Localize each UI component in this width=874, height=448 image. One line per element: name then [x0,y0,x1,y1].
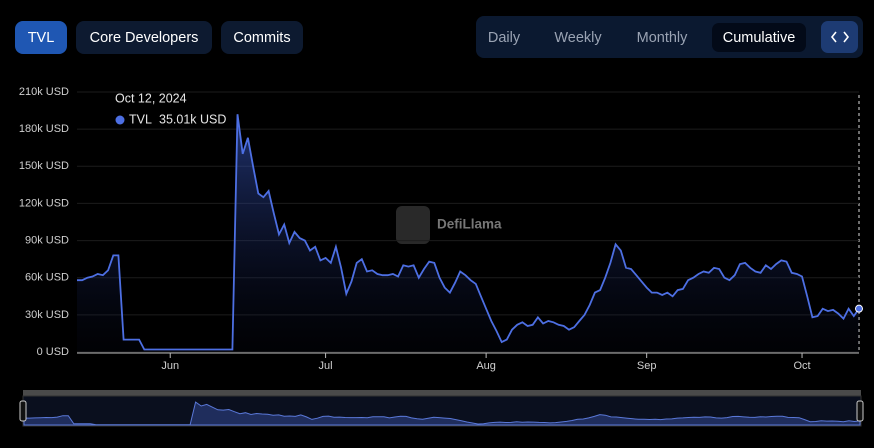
area [77,114,859,352]
period-label[interactable]: Weekly [554,30,602,46]
line [77,114,860,351]
y-tick-label: 150k USD [19,160,69,172]
period-active[interactable] [712,23,806,52]
tab-label[interactable]: Commits [233,30,290,46]
tab-button[interactable] [221,21,303,54]
period-label[interactable]: Daily [488,30,521,46]
period-label[interactable]: Cumulative [723,30,796,46]
y-tick-label: 0 USD [37,346,69,358]
navigator-scrollbar[interactable] [23,390,861,396]
y-tick-label: 30k USD [25,309,69,321]
navigator-handle[interactable] [19,400,27,422]
tooltip-title: Oct 12, 2024 [115,91,187,105]
y-tick-label: 90k USD [25,234,69,246]
watermark-logo [396,206,430,244]
hover-point [855,304,863,313]
tooltip-value: 35.01k USD [159,112,226,126]
tab-label[interactable]: Core Developers [90,30,199,46]
tooltip-dot [115,115,125,125]
y-tick-label: 120k USD [19,197,69,209]
embed-button[interactable] [821,21,858,53]
navigator-handle[interactable] [856,400,864,422]
y-tick-label: 60k USD [25,272,69,284]
embed-icon [830,31,850,43]
period-label[interactable]: Monthly [637,30,689,46]
x-tick-label: Oct [793,360,810,372]
y-tick-label: 180k USD [19,123,69,135]
navigator-area [23,401,861,426]
x-tick-label: Aug [476,360,496,372]
watermark: DefiLlama [437,217,502,232]
tab-button[interactable] [15,21,67,54]
tooltip-series: TVL [129,112,152,126]
tab-button[interactable] [76,21,212,54]
x-tick-label: Jun [161,360,179,372]
y-tick-label: 210k USD [19,86,69,98]
tab-label[interactable]: TVL [28,30,55,46]
x-tick-label: Jul [319,360,333,372]
x-tick-label: Sep [637,360,657,372]
